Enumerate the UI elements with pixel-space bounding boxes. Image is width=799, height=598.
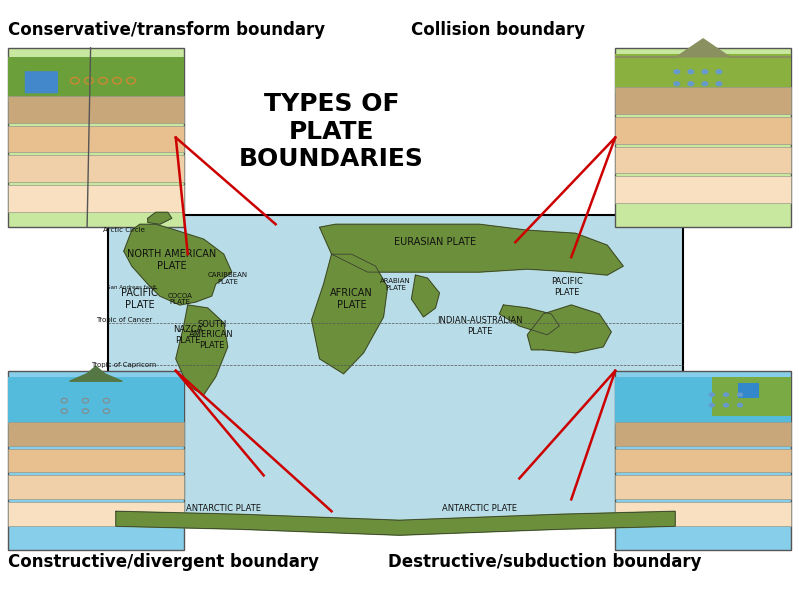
Circle shape xyxy=(715,81,722,86)
FancyBboxPatch shape xyxy=(8,448,184,472)
FancyBboxPatch shape xyxy=(712,377,791,416)
Text: CARIBBEAN
PLATE: CARIBBEAN PLATE xyxy=(208,271,248,285)
Circle shape xyxy=(737,403,743,407)
FancyBboxPatch shape xyxy=(615,147,791,173)
FancyBboxPatch shape xyxy=(615,48,791,227)
Text: Destructive/subduction boundary: Destructive/subduction boundary xyxy=(388,553,701,571)
Circle shape xyxy=(674,81,680,86)
Text: PACIFIC
PLATE: PACIFIC PLATE xyxy=(121,288,158,310)
Polygon shape xyxy=(312,254,388,374)
FancyBboxPatch shape xyxy=(108,215,683,526)
Circle shape xyxy=(715,69,722,74)
Circle shape xyxy=(702,69,709,74)
Circle shape xyxy=(723,392,729,397)
FancyBboxPatch shape xyxy=(8,48,184,227)
FancyBboxPatch shape xyxy=(615,117,791,144)
FancyBboxPatch shape xyxy=(25,71,58,93)
Text: Conservative/transform boundary: Conservative/transform boundary xyxy=(8,21,325,39)
Circle shape xyxy=(702,81,709,86)
Circle shape xyxy=(723,403,729,407)
Text: SOUTH
AMERICAN
PLATE: SOUTH AMERICAN PLATE xyxy=(189,320,234,350)
Text: INDIAN-AUSTRALIAN
PLATE: INDIAN-AUSTRALIAN PLATE xyxy=(436,316,523,335)
FancyBboxPatch shape xyxy=(738,383,759,398)
Polygon shape xyxy=(615,39,791,57)
Text: EURASIAN PLATE: EURASIAN PLATE xyxy=(395,237,476,247)
Polygon shape xyxy=(320,224,623,275)
FancyBboxPatch shape xyxy=(615,371,791,550)
Text: PACIFIC
PLATE: PACIFIC PLATE xyxy=(551,277,583,297)
Text: Arctic Circle: Arctic Circle xyxy=(103,227,145,233)
Text: San Andreas fault: San Andreas fault xyxy=(107,285,157,289)
Text: COCOA
PLATE: COCOA PLATE xyxy=(167,292,193,306)
Text: Tropic of Cancer: Tropic of Cancer xyxy=(96,317,152,323)
FancyBboxPatch shape xyxy=(615,176,791,203)
Circle shape xyxy=(709,392,715,397)
FancyBboxPatch shape xyxy=(8,185,184,212)
FancyBboxPatch shape xyxy=(615,54,791,93)
Text: ARABIAN
PLATE: ARABIAN PLATE xyxy=(380,277,411,291)
Text: Constructive/divergent boundary: Constructive/divergent boundary xyxy=(8,553,319,571)
FancyBboxPatch shape xyxy=(8,126,184,152)
Circle shape xyxy=(687,81,694,86)
Polygon shape xyxy=(411,275,439,317)
FancyBboxPatch shape xyxy=(8,57,184,102)
Circle shape xyxy=(709,403,715,407)
FancyBboxPatch shape xyxy=(615,422,791,446)
Polygon shape xyxy=(527,305,611,353)
Text: Tropic of Capricorn: Tropic of Capricorn xyxy=(91,362,157,368)
Text: NAZCA
PLATE: NAZCA PLATE xyxy=(173,325,202,344)
Circle shape xyxy=(715,93,722,98)
Polygon shape xyxy=(124,224,232,305)
FancyBboxPatch shape xyxy=(8,475,184,499)
Text: Collision boundary: Collision boundary xyxy=(411,21,586,39)
Polygon shape xyxy=(148,212,172,224)
FancyBboxPatch shape xyxy=(8,155,184,182)
FancyBboxPatch shape xyxy=(8,422,184,446)
Text: ANTARCTIC PLATE: ANTARCTIC PLATE xyxy=(442,504,517,513)
Text: ANTARCTIC PLATE: ANTARCTIC PLATE xyxy=(186,504,261,513)
FancyBboxPatch shape xyxy=(8,502,184,526)
FancyBboxPatch shape xyxy=(8,96,184,123)
Polygon shape xyxy=(499,305,559,335)
Polygon shape xyxy=(176,305,228,395)
Text: NORTH AMERICAN
PLATE: NORTH AMERICAN PLATE xyxy=(127,249,217,271)
FancyBboxPatch shape xyxy=(615,377,791,425)
Text: AFRICAN
PLATE: AFRICAN PLATE xyxy=(330,288,373,310)
FancyBboxPatch shape xyxy=(8,377,184,425)
Text: TYPES OF
PLATE
BOUNDARIES: TYPES OF PLATE BOUNDARIES xyxy=(239,91,424,172)
Polygon shape xyxy=(116,511,675,535)
FancyBboxPatch shape xyxy=(8,371,184,550)
Circle shape xyxy=(702,93,709,98)
FancyBboxPatch shape xyxy=(615,448,791,472)
Circle shape xyxy=(674,69,680,74)
FancyBboxPatch shape xyxy=(615,502,791,526)
Circle shape xyxy=(687,93,694,98)
FancyBboxPatch shape xyxy=(615,87,791,114)
Polygon shape xyxy=(70,366,122,382)
Circle shape xyxy=(737,392,743,397)
Circle shape xyxy=(674,93,680,98)
Circle shape xyxy=(687,69,694,74)
FancyBboxPatch shape xyxy=(615,475,791,499)
